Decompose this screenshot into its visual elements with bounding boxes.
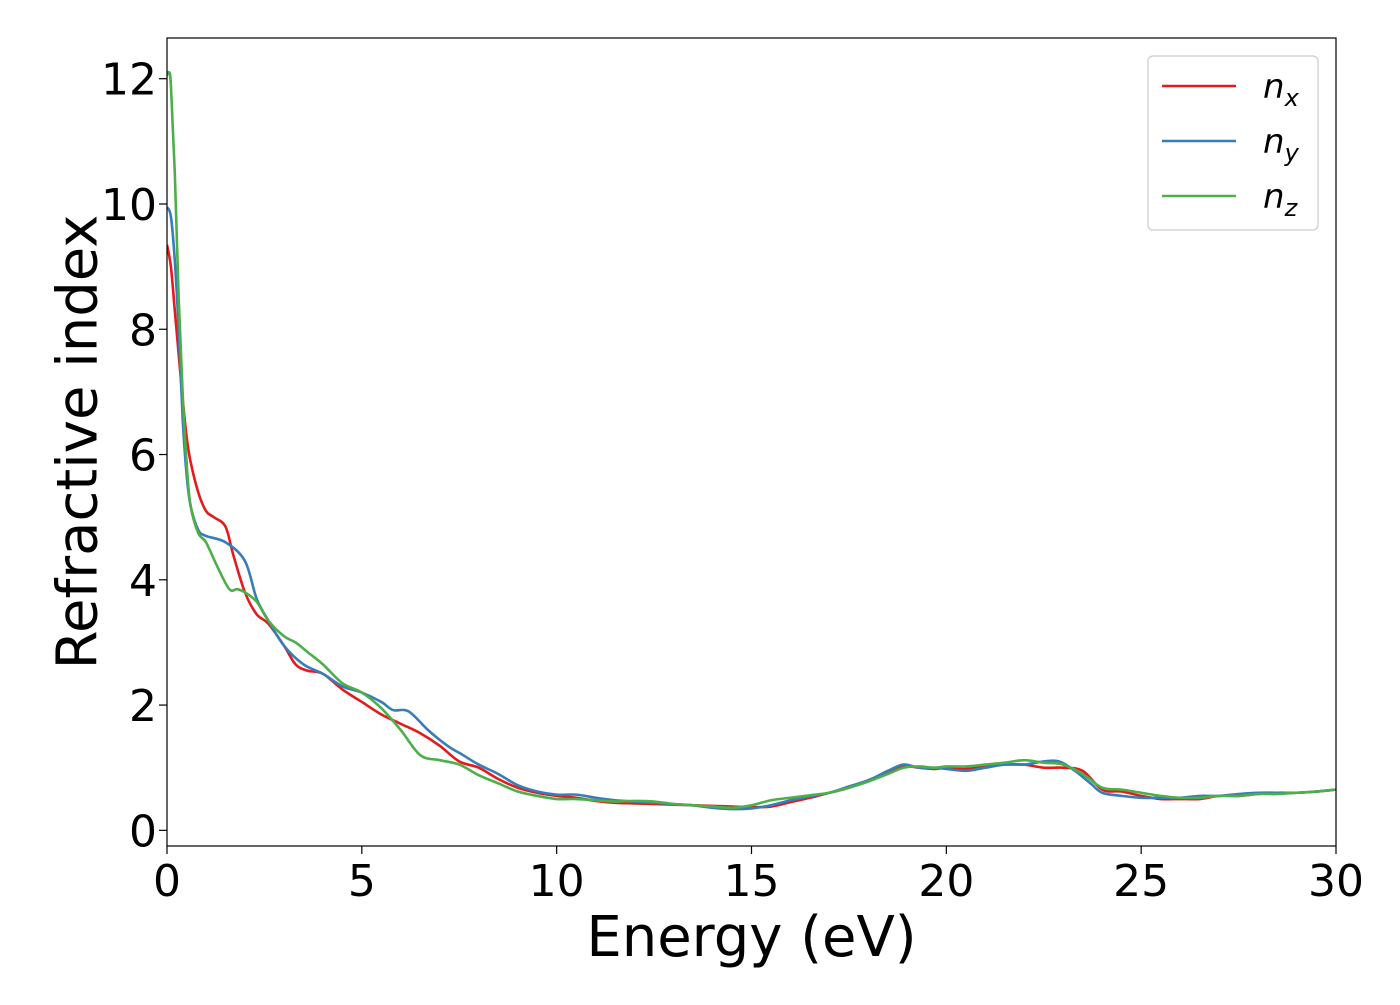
legend: nx ny nz bbox=[1147, 55, 1319, 231]
x-tick-label: 30 bbox=[1308, 856, 1364, 907]
legend-box bbox=[1147, 55, 1319, 231]
series-line-nx bbox=[167, 244, 1336, 809]
y-tick-label: 4 bbox=[129, 556, 157, 607]
series-line-nz bbox=[167, 70, 1336, 810]
y-tick-label: 12 bbox=[101, 55, 157, 106]
y-tick-label: 2 bbox=[129, 681, 157, 732]
ticks-layer: 0 5 10 15 20 25 30 0 2 4 6 8 10 12 bbox=[101, 55, 1364, 907]
x-tick-label: 0 bbox=[153, 856, 181, 907]
y-tick-label: 10 bbox=[101, 180, 157, 231]
legend-label-ny: ny bbox=[1263, 122, 1300, 167]
series-line-ny bbox=[167, 206, 1336, 811]
y-axis-label: Refractive index bbox=[46, 215, 111, 670]
x-tick-label: 10 bbox=[529, 856, 585, 907]
x-tick-label: 20 bbox=[918, 856, 974, 907]
x-tick-label: 25 bbox=[1113, 856, 1169, 907]
y-tick-label: 6 bbox=[129, 431, 157, 482]
x-tick-label: 15 bbox=[724, 856, 780, 907]
x-axis-label: Energy (eV) bbox=[586, 905, 916, 970]
y-tick-label: 8 bbox=[129, 305, 157, 356]
x-tick-label: 5 bbox=[348, 856, 376, 907]
series-layer bbox=[167, 70, 1336, 811]
y-tick-label: 0 bbox=[129, 806, 157, 857]
legend-label-nz: nz bbox=[1263, 177, 1299, 222]
legend-label-nx: nx bbox=[1263, 67, 1300, 112]
